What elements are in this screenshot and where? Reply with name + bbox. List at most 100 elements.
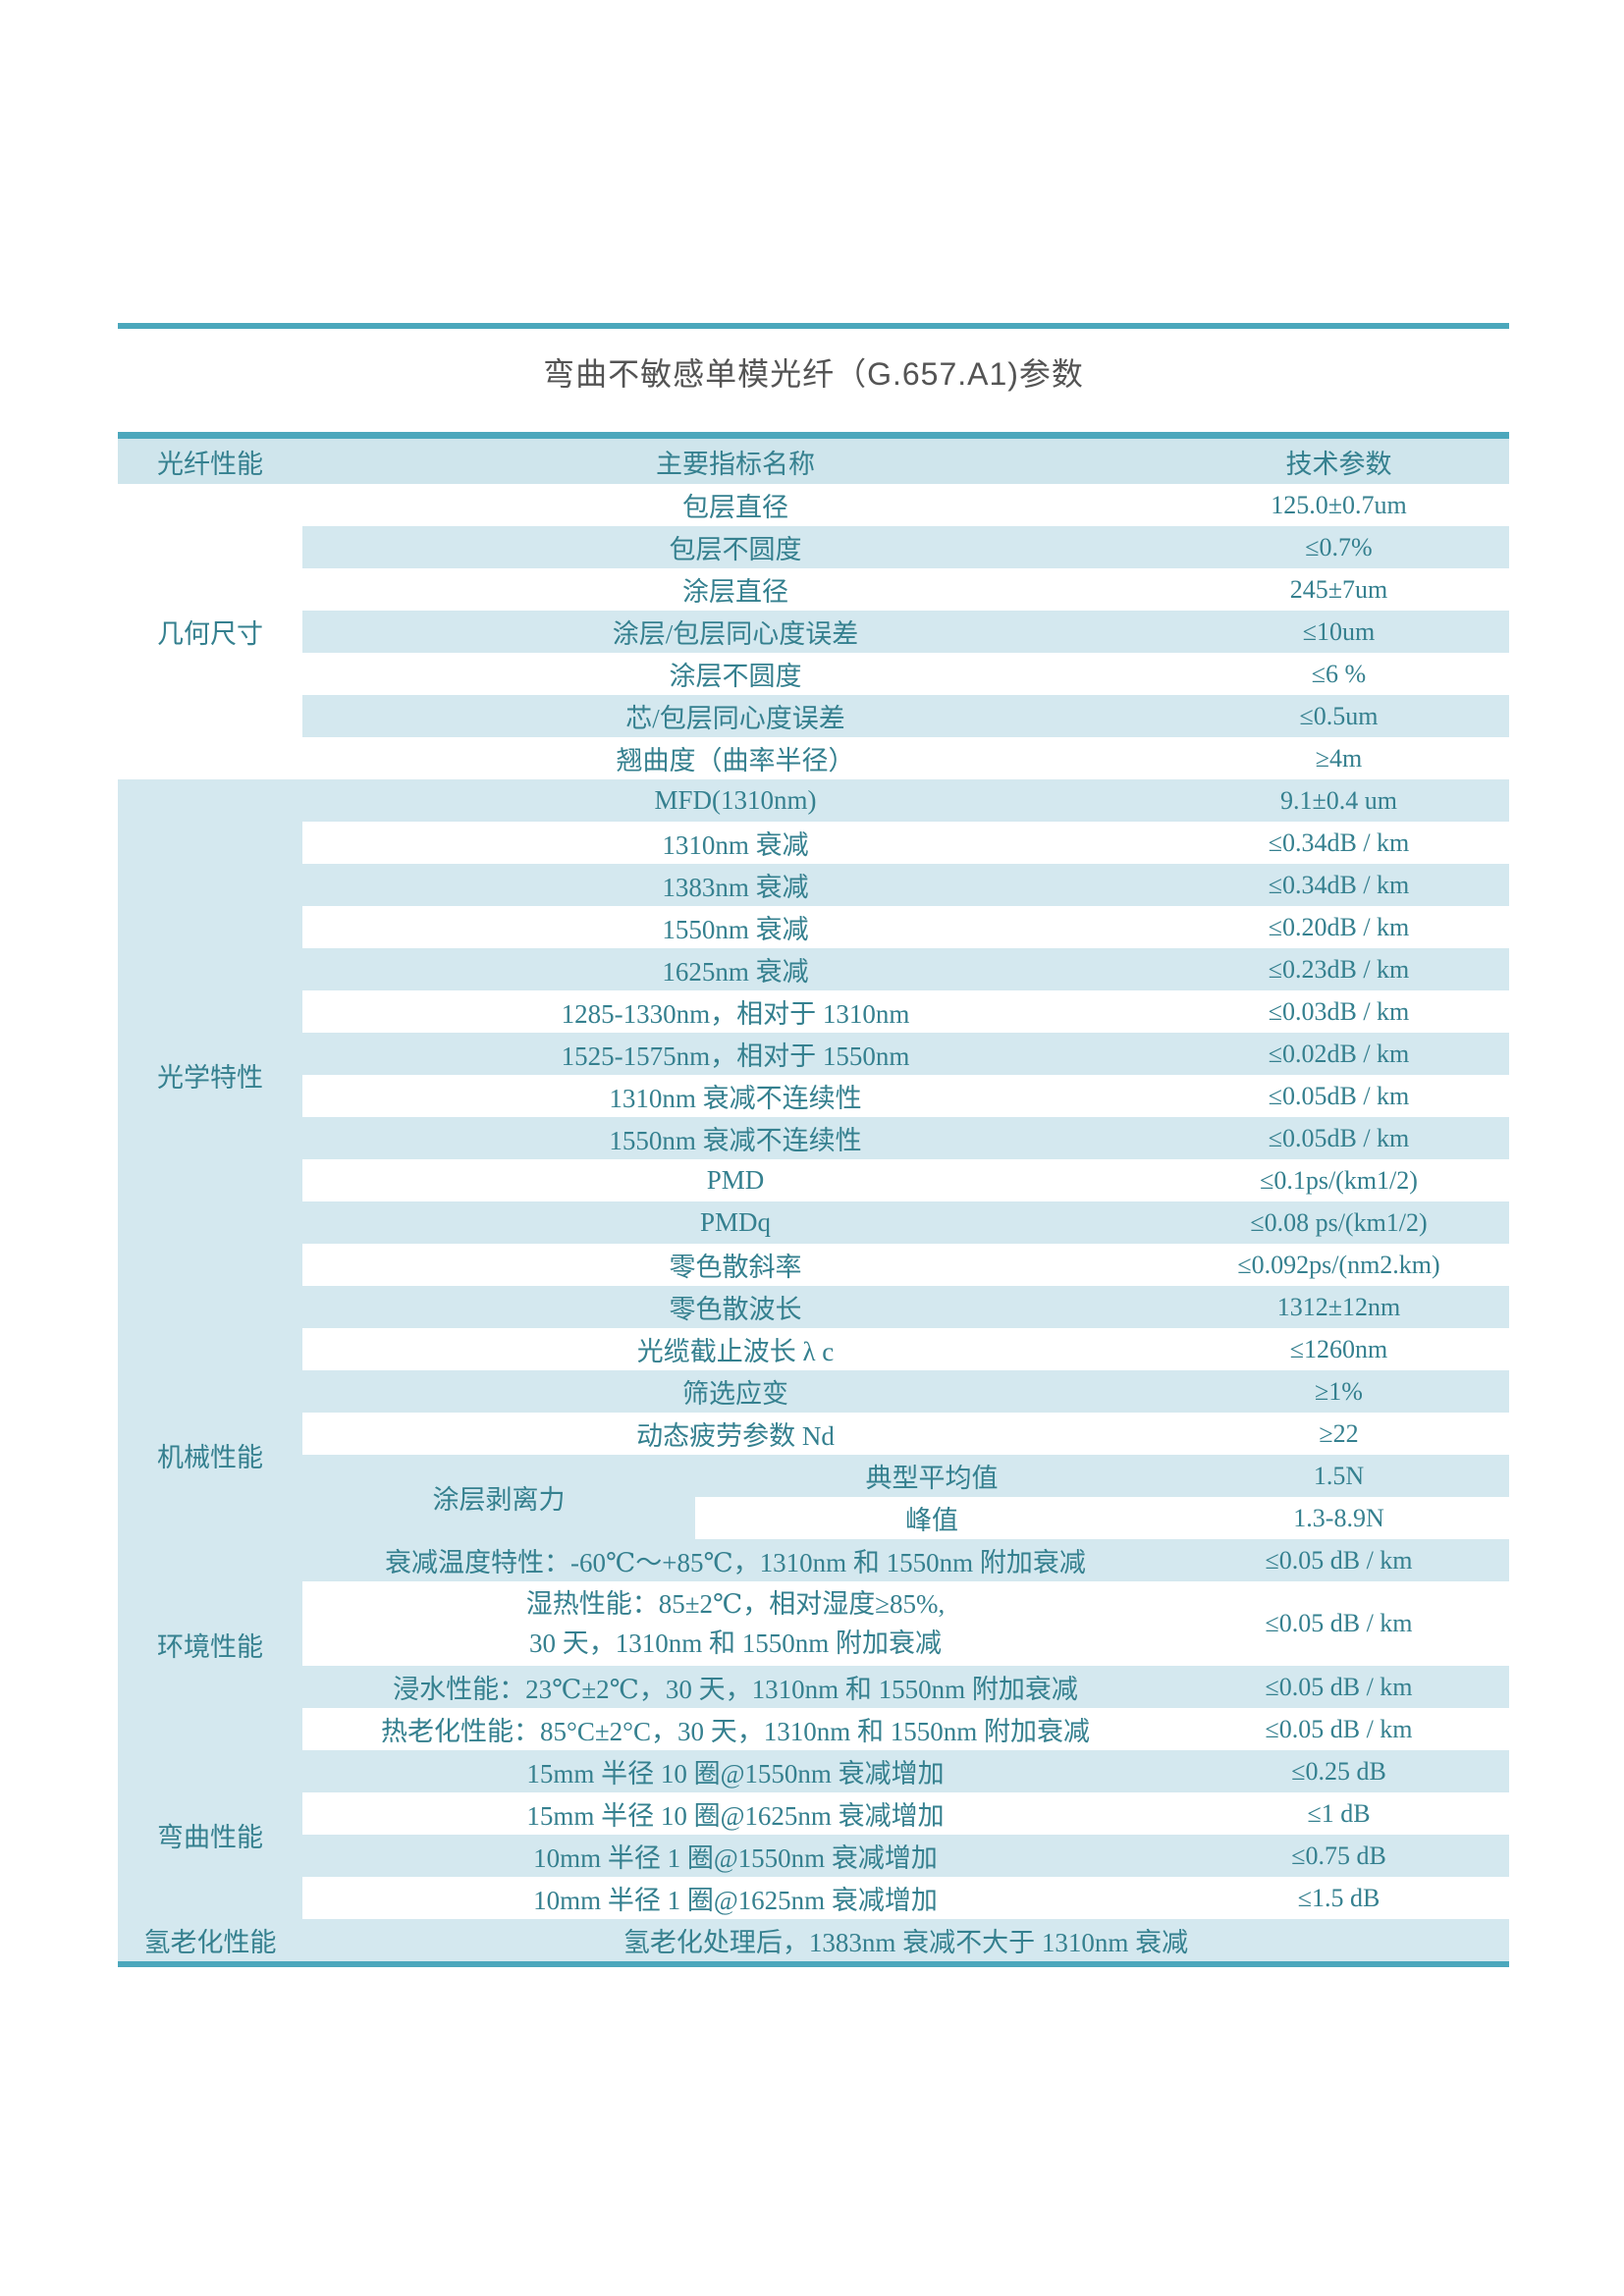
indicator-cell: 1625nm 衰减: [302, 948, 1168, 990]
indicator-cell: 1310nm 衰减不连续性: [609, 1084, 862, 1113]
section-label-geometry: 几何尺寸: [157, 619, 263, 649]
indicator-cell: 涂层/包层同心度误差: [302, 611, 1168, 653]
fiber-parameters-table: 光纤性能 主要指标名称 技术参数 几何尺寸 包层直径 125.0±0.7um 包…: [118, 439, 1509, 1961]
value-cell: ≤0.08 ps/(km1/2): [1168, 1201, 1509, 1244]
table-row: 涂层直径 245±7um: [118, 568, 1509, 611]
value-cell: 1.3-8.9N: [1293, 1503, 1384, 1532]
value-cell: ≤0.05 dB / km: [1265, 1609, 1413, 1637]
value-cell: ≤0.1ps/(km1/2): [1260, 1165, 1418, 1195]
indicator-cell: 1310nm 衰减: [662, 830, 809, 860]
col-header-technical-parameter: 技术参数: [1168, 439, 1509, 484]
col-header-indicator-name: 主要指标名称: [302, 439, 1168, 484]
table-row: 1550nm 衰减 ≤0.20dB / km: [118, 906, 1509, 948]
indicator-cell: PMDq: [302, 1201, 1168, 1244]
value-cell: ≤0.02dB / km: [1168, 1033, 1509, 1075]
value-cell: 1312±12nm: [1168, 1286, 1509, 1328]
indicator-cell: 1383nm 衰减: [302, 864, 1168, 906]
table-row: 翘曲度（曲率半径） ≥4m: [118, 737, 1509, 779]
indicator-cell: 翘曲度（曲率半径）: [616, 746, 855, 775]
table-row: 涂层不圆度 ≤6 %: [118, 653, 1509, 695]
table-row: 浸水性能：23℃±2℃，30 天，1310nm 和 1550nm 附加衰减 ≤0…: [118, 1666, 1509, 1708]
indicator-cell: 10mm 半径 1 圈@1625nm 衰减增加: [533, 1886, 938, 1915]
value-cell: 125.0±0.7um: [1271, 490, 1407, 519]
value-cell: ≤0.03dB / km: [1268, 996, 1410, 1026]
value-cell: ≤0.34dB / km: [1268, 828, 1410, 857]
table-header-row: 光纤性能 主要指标名称 技术参数: [118, 439, 1509, 484]
indicator-cell: 芯/包层同心度误差: [302, 695, 1168, 737]
value-cell: 9.1±0.4 um: [1168, 779, 1509, 822]
section-label-hydrogen-aging: 氢老化性能: [118, 1919, 302, 1961]
table-row: 弯曲性能 15mm 半径 10 圈@1550nm 衰减增加 ≤0.25 dB: [118, 1750, 1509, 1919]
table-row: 1310nm 衰减不连续性 ≤0.05dB / km: [118, 1075, 1509, 1117]
indicator-cell: 湿热性能：85±2℃，相对湿度≥85%, 30 天，1310nm 和 1550n…: [525, 1589, 946, 1658]
value-cell: ≤10um: [1168, 611, 1509, 653]
table-row: 涂层/包层同心度误差 ≤10um: [118, 611, 1509, 653]
value-cell: ≤1 dB: [1307, 1798, 1371, 1828]
indicator-cell: 动态疲劳参数 Nd: [636, 1421, 835, 1451]
table-row: 10mm 半径 1 圈@1550nm 衰减增加 ≤0.75 dB: [118, 1835, 1509, 1877]
value-cell: ≥22: [1319, 1418, 1359, 1448]
value-cell: ≥4m: [1315, 743, 1363, 773]
table-row: 动态疲劳参数 Nd ≥22: [118, 1413, 1509, 1455]
table-row: 零色散波长 1312±12nm: [118, 1286, 1509, 1328]
indicator-cell: 光缆截止波长 λ c: [636, 1337, 835, 1366]
table-row: 湿热性能：85±2℃，相对湿度≥85%, 30 天，1310nm 和 1550n…: [118, 1581, 1509, 1666]
indicator-cell: MFD(1310nm): [302, 779, 1168, 822]
spec-table: 光纤性能 主要指标名称 技术参数 几何尺寸 包层直径 125.0±0.7um 包…: [118, 432, 1509, 1967]
value-cell: ≥1%: [1168, 1370, 1509, 1413]
indicator-cell: 1285-1330nm，相对于 1310nm: [561, 999, 910, 1029]
value-cell: ≤0.20dB / km: [1268, 912, 1410, 941]
table-row: 1310nm 衰减 ≤0.34dB / km: [118, 822, 1509, 864]
indicator-cell: 1550nm 衰减不连续性: [302, 1117, 1168, 1159]
value-cell: ≤0.75 dB: [1168, 1835, 1509, 1877]
top-divider: [118, 323, 1509, 329]
table-row: 环境性能 衰减温度特性：-60℃～+85℃，1310nm 和 1550nm 附加…: [118, 1539, 1509, 1750]
table-row: 光学特性 MFD(1310nm) 9.1±0.4 um: [118, 779, 1509, 1370]
indicator-cell: 15mm 半径 10 圈@1550nm 衰减增加: [302, 1750, 1168, 1792]
section-label-mechanical: 机械性能: [118, 1370, 302, 1539]
indicator-cell: 衰减温度特性：-60℃～+85℃，1310nm 和 1550nm 附加衰减: [302, 1539, 1168, 1581]
indicator-cell: 包层直径: [682, 493, 788, 522]
table-row: 1525-1575nm，相对于 1550nm ≤0.02dB / km: [118, 1033, 1509, 1075]
page-title: 弯曲不敏感单模光纤（G.657.A1)参数: [543, 356, 1084, 392]
value-cell: ≤0.5um: [1168, 695, 1509, 737]
value-cell: 1.5N: [1168, 1455, 1509, 1497]
table-row: 机械性能 筛选应变 ≥1%: [118, 1370, 1509, 1539]
table-row: 1625nm 衰减 ≤0.23dB / km: [118, 948, 1509, 990]
indicator-cell: 1550nm 衰减: [662, 915, 809, 944]
indicator-cell: PMD: [706, 1165, 765, 1195]
section-label-environmental: 环境性能: [118, 1539, 302, 1750]
value-cell: ≤0.092ps/(nm2.km): [1237, 1250, 1440, 1279]
col-header-fiber-performance: 光纤性能: [118, 439, 302, 484]
table-row: 1383nm 衰减 ≤0.34dB / km: [118, 864, 1509, 906]
value-cell: ≤0.05 dB / km: [1168, 1539, 1509, 1581]
value-cell: ≤0.34dB / km: [1168, 864, 1509, 906]
table-row: 10mm 半径 1 圈@1625nm 衰减增加 ≤1.5 dB: [118, 1877, 1509, 1919]
value-cell: ≤1.5 dB: [1297, 1883, 1380, 1912]
table-row: 1285-1330nm，相对于 1310nm ≤0.03dB / km: [118, 990, 1509, 1033]
table-row: 几何尺寸 包层直径 125.0±0.7um: [118, 484, 1509, 650]
indicator-cell: 零色散波长: [302, 1286, 1168, 1328]
section-label-bending: 弯曲性能: [118, 1750, 302, 1919]
value-cell: 245±7um: [1289, 574, 1388, 604]
table-row: 氢老化性能 氢老化处理后，1383nm 衰减不大于 1310nm 衰减: [118, 1919, 1509, 1961]
table-row: 包层不圆度 ≤0.7%: [118, 526, 1509, 568]
indicator-cell: 零色散斜率: [669, 1253, 802, 1282]
indicator-cell: 15mm 半径 10 圈@1625nm 衰减增加: [526, 1801, 945, 1831]
value-cell: ≤1260nm: [1289, 1334, 1388, 1363]
table-row: 芯/包层同心度误差 ≤0.5um: [118, 695, 1509, 737]
indicator-cell: 1525-1575nm，相对于 1550nm: [302, 1033, 1168, 1075]
indicator-cell: 热老化性能：85°C±2°C，30 天，1310nm 和 1550nm 附加衰减: [381, 1717, 1090, 1746]
hydrogen-aging-note: 氢老化处理后，1383nm 衰减不大于 1310nm 衰减: [302, 1919, 1509, 1961]
indicator-cell: 典型平均值: [695, 1455, 1168, 1497]
table-row: 光缆截止波长 λ c ≤1260nm: [118, 1328, 1509, 1370]
value-cell: ≤0.7%: [1168, 526, 1509, 568]
indicator-cell: 涂层不圆度: [669, 662, 802, 691]
table-row: 零色散斜率 ≤0.092ps/(nm2.km): [118, 1244, 1509, 1286]
table-row: PMD ≤0.1ps/(km1/2): [118, 1159, 1509, 1201]
value-cell: ≤6 %: [1311, 659, 1367, 688]
indicator-cell: 峰值: [905, 1506, 958, 1535]
value-cell: ≤0.25 dB: [1168, 1750, 1509, 1792]
value-cell: ≤0.05dB / km: [1268, 1081, 1410, 1110]
indicator-cell: 10mm 半径 1 圈@1550nm 衰减增加: [302, 1835, 1168, 1877]
